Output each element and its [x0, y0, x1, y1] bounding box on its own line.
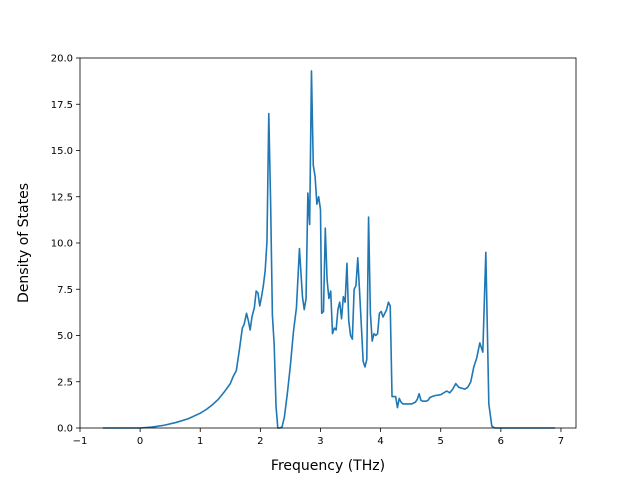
- x-tick-label: 1: [197, 436, 203, 447]
- x-tick-label: 4: [377, 436, 383, 447]
- x-tick-label: 7: [558, 436, 564, 447]
- plot-background: [80, 58, 576, 428]
- y-tick-label: 5.0: [57, 331, 73, 342]
- y-tick-label: 10.0: [51, 239, 73, 250]
- dos-series-line: [102, 70, 555, 429]
- y-tick-label: 15.0: [51, 146, 73, 157]
- y-tick-label: 17.5: [51, 100, 73, 111]
- x-tick-label: −1: [73, 436, 88, 447]
- x-tick-label: 5: [438, 436, 444, 447]
- y-tick-label: 0.0: [57, 424, 73, 435]
- x-axis-label: Frequency (THz): [271, 458, 385, 474]
- y-axis-label: Density of States: [16, 183, 32, 303]
- y-tick-label: 20.0: [51, 54, 73, 65]
- y-tick-label: 2.5: [57, 377, 73, 388]
- x-tick-label: 6: [498, 436, 504, 447]
- x-tick-label: 3: [317, 436, 323, 447]
- y-tick-label: 7.5: [57, 285, 73, 296]
- y-tick-label: 12.5: [51, 192, 73, 203]
- x-axis-ticks: −1 0 1 2 3 4 5 6 7: [73, 428, 564, 447]
- x-tick-label: 2: [257, 436, 263, 447]
- x-tick-label: 0: [137, 436, 143, 447]
- y-axis-ticks: 0.0 2.5 5.0 7.5 10.0 12.5 15.0 17.5 20.0: [51, 54, 80, 435]
- plot-frame: [79, 57, 577, 429]
